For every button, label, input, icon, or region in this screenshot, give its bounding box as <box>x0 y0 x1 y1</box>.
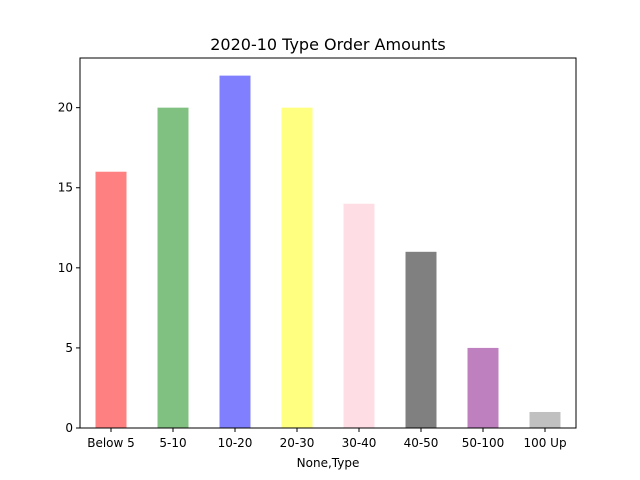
x-tick-label: 20-30 <box>280 436 315 450</box>
bar-40-50 <box>405 251 437 428</box>
y-tick-label: 20 <box>58 101 73 115</box>
y-tick-label: 0 <box>65 421 73 435</box>
bar-100-up <box>529 411 561 428</box>
bars-group <box>95 75 561 428</box>
bar-30-40 <box>343 203 375 428</box>
x-axis-label: None,Type <box>297 456 360 470</box>
bar-below-5 <box>95 171 127 428</box>
y-axis: 0 5 10 15 20 <box>58 101 80 435</box>
x-axis: Below 5 5-10 10-20 20-30 30-40 40-50 50-100 100… <box>87 428 567 450</box>
bar-5-10 <box>157 107 189 428</box>
y-tick-label: 5 <box>65 341 73 355</box>
bar-10-20 <box>219 75 251 428</box>
x-tick-label: 50-100 <box>462 436 505 450</box>
x-tick-label: 100 Up <box>523 436 566 450</box>
x-tick-label: 40-50 <box>404 436 439 450</box>
plot-frame <box>79 57 577 429</box>
x-tick-label: 5-10 <box>159 436 186 450</box>
y-tick-label: 10 <box>58 261 73 275</box>
x-tick-label: Below 5 <box>87 436 135 450</box>
y-tick-label: 15 <box>58 181 73 195</box>
x-tick-label: 10-20 <box>218 436 253 450</box>
x-tick-label: 30-40 <box>342 436 377 450</box>
chart-title: 2020-10 Type Order Amounts <box>210 35 446 54</box>
bar-20-30 <box>281 107 313 428</box>
bar-50-100 <box>467 347 499 428</box>
